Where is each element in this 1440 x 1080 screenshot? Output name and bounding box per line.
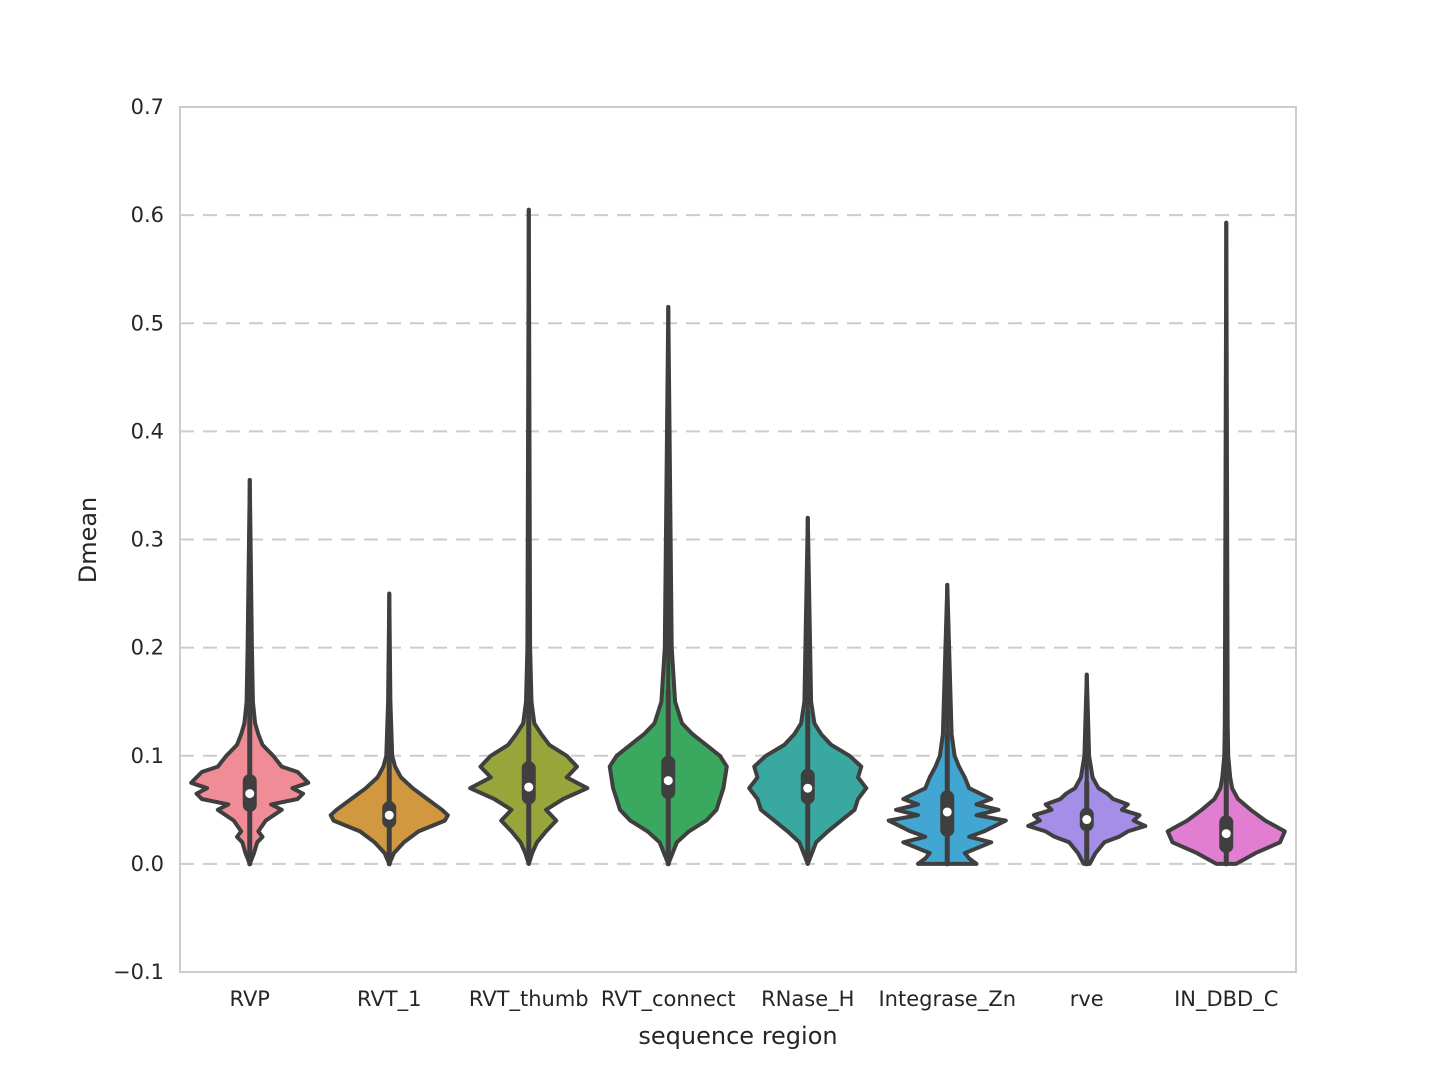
violin-median-dot	[803, 783, 813, 793]
violin-median-dot	[524, 782, 534, 792]
violin-median-dot	[384, 810, 394, 820]
y-tick-label: 0.7	[131, 95, 164, 119]
violin-median-dot	[942, 807, 952, 817]
y-tick-label: 0.6	[131, 203, 164, 227]
x-tick-labels: RVP RVT_1 RVT_thumb RVT_connect RNase_H Integ…	[230, 987, 1279, 1012]
x-tick-label: IN_DBD_C	[1174, 987, 1278, 1012]
violin-rvp	[189, 478, 311, 867]
x-axis-label: sequence region	[638, 1022, 837, 1050]
x-tick-label: RNase_H	[761, 987, 854, 1012]
x-tick-label: RVT_thumb	[469, 987, 589, 1012]
y-tick-label: 0.1	[131, 744, 164, 768]
violin-rve	[1026, 672, 1148, 867]
y-axis-label: Dmean	[74, 497, 102, 584]
violin-rnase-h	[747, 515, 869, 866]
y-tick-label: 0.5	[131, 311, 164, 335]
violin-rvt-thumb	[468, 207, 590, 866]
plot-frame	[179, 106, 1297, 973]
violin-median-dot	[245, 789, 255, 799]
y-tick-label: 0.4	[131, 419, 164, 443]
violin-rvt-1	[328, 591, 450, 867]
y-tick-labels: −0.1 0.0 0.1 0.2 0.3 0.4 0.5 0.6 0.7	[113, 95, 164, 984]
violin-median-dot	[663, 776, 673, 786]
x-tick-label: rve	[1070, 987, 1104, 1011]
x-tick-label: Integrase_Zn	[878, 987, 1016, 1012]
violin-median-dot	[1082, 815, 1092, 825]
violin-median-dot	[1221, 829, 1231, 839]
violin-in-dbd-c	[1165, 220, 1287, 867]
x-tick-label: RVT_1	[357, 987, 422, 1012]
violin-rvt-connect	[607, 305, 729, 867]
grid-lines	[180, 214, 1296, 865]
x-tick-label: RVP	[230, 987, 270, 1011]
violins	[189, 207, 1287, 867]
y-tick-label: −0.1	[113, 960, 164, 984]
y-tick-label: 0.2	[131, 636, 164, 660]
violin-integrase-zn	[886, 582, 1008, 867]
y-tick-label: 0.3	[131, 528, 164, 552]
x-tick-label: RVT_connect	[601, 987, 736, 1012]
y-tick-label: 0.0	[131, 852, 164, 876]
